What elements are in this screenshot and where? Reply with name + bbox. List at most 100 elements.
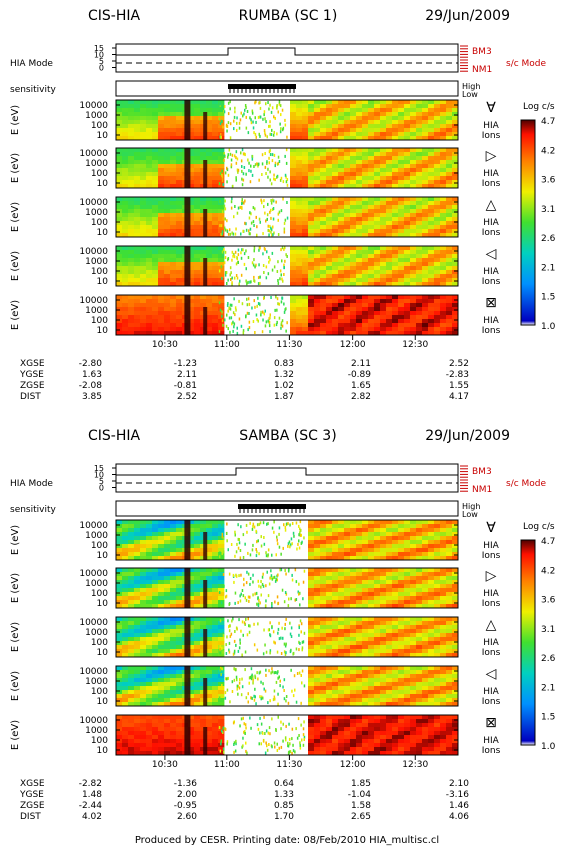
spectrogram-speckle [258, 302, 261, 306]
spectrogram-cell [398, 528, 405, 533]
spectrogram-cell [368, 645, 375, 650]
spectrogram-cell [206, 278, 213, 283]
spectrogram-cell [194, 262, 201, 267]
spectrogram-cell [380, 172, 387, 177]
spectrogram-cell [356, 315, 363, 320]
spectrogram-cell [356, 104, 363, 109]
spectrogram-cell [218, 532, 225, 537]
spectrogram-cell [218, 176, 225, 181]
spectrogram-cell [152, 678, 159, 683]
spectrogram-cell [200, 584, 207, 589]
hia-label: HIA [483, 218, 499, 228]
spectrogram-speckle [298, 633, 300, 637]
spectrogram-cell [446, 116, 453, 121]
spectrogram-speckle [253, 258, 255, 262]
spectrogram-speckle [255, 100, 257, 104]
spectrogram-cell [164, 698, 171, 703]
spectrogram-cell [158, 184, 165, 189]
spectrogram-cell [434, 568, 441, 573]
spectrogram-cell [128, 100, 135, 105]
spectrogram-speckle [273, 231, 275, 235]
spectrogram-cell [428, 250, 435, 255]
spectrogram-cell [176, 698, 183, 703]
spectrogram-cell [194, 160, 201, 165]
spectrogram-cell [188, 319, 195, 324]
spectrogram-cell [452, 584, 459, 589]
spectrogram-cell [356, 299, 363, 304]
spectrogram-cell [188, 604, 195, 609]
spectrogram-cell [188, 250, 195, 255]
spectrogram-cell [308, 548, 315, 553]
spectrogram-cell [398, 552, 405, 557]
spectrogram-cell [320, 702, 327, 707]
spectrogram-cell [362, 100, 369, 105]
spectrogram-cell [320, 136, 327, 141]
spectrogram-cell [314, 580, 321, 585]
colorbar-tick-label: 1.5 [541, 293, 555, 303]
spectrogram-cell [362, 197, 369, 202]
spectrogram-cell [128, 674, 135, 679]
spectrogram-cell [302, 180, 309, 185]
spectrogram-cell [416, 629, 423, 634]
spectrogram-cell [194, 327, 201, 332]
spectrogram-cell [338, 580, 345, 585]
spectrogram-cell [308, 303, 315, 308]
spectrogram-cell [422, 540, 429, 545]
spectrogram-cell [134, 596, 141, 601]
spectrogram-cell [392, 327, 399, 332]
spectrogram-cell [368, 168, 375, 173]
spectrogram-cell [158, 152, 165, 157]
spectrogram-cell [308, 327, 315, 332]
spectrogram-speckle [222, 183, 224, 186]
spectrogram-cell [380, 528, 387, 533]
spectrogram-cell [404, 209, 411, 214]
spectrogram-cell [410, 136, 417, 141]
spectrogram-cell [170, 702, 177, 707]
spectrogram-cell [344, 653, 351, 658]
spectrogram-cell [374, 572, 381, 577]
spectrogram-speckle [233, 297, 235, 301]
spectrogram-cell [194, 132, 201, 137]
spectrogram-cell [128, 625, 135, 630]
spectrogram-cell [200, 520, 207, 525]
spectrogram-cell [170, 184, 177, 189]
spectrogram-cell [410, 156, 417, 161]
spectrogram-cell [314, 250, 321, 255]
spectrogram-cell [212, 148, 219, 153]
spectrogram-cell [410, 548, 417, 553]
spectrogram-cell [326, 295, 333, 300]
spectrogram-cell [326, 221, 333, 226]
spectrogram-cell [392, 180, 399, 185]
spectrogram-cell [428, 536, 435, 541]
spectrogram-cell [422, 524, 429, 529]
spectrogram-cell [218, 258, 225, 263]
spectrogram-cell [170, 670, 177, 675]
spectrogram-cell [140, 544, 147, 549]
spectrogram-cell [338, 645, 345, 650]
spectrogram-cell [314, 112, 321, 117]
spectrogram-cell [344, 128, 351, 133]
spectrogram-cell [356, 176, 363, 181]
spectrogram-cell [122, 568, 129, 573]
spectrogram-cell [200, 556, 207, 561]
spectrogram-cell [398, 572, 405, 577]
spectrogram-speckle [290, 626, 293, 630]
spectrogram-speckle [226, 125, 229, 128]
spectrogram-cell [290, 250, 297, 255]
spectrogram-cell [386, 641, 393, 646]
instrument-label: CIS-HIA [88, 428, 140, 444]
spectrogram-cell [326, 645, 333, 650]
spectrogram-cell [362, 278, 369, 283]
spectrogram-cell [320, 299, 327, 304]
spectrogram-speckle [274, 308, 276, 312]
spectrogram-cell [368, 270, 375, 275]
spectrogram-cell [188, 641, 195, 646]
spectrogram-cell [320, 100, 327, 105]
direction-icon: ∀ [486, 520, 496, 536]
spectrogram-cell [188, 217, 195, 222]
spectrogram-cell [404, 625, 411, 630]
spectrogram-cell [446, 629, 453, 634]
spectrogram-cell [116, 160, 123, 165]
spectrogram-cell [122, 217, 129, 222]
